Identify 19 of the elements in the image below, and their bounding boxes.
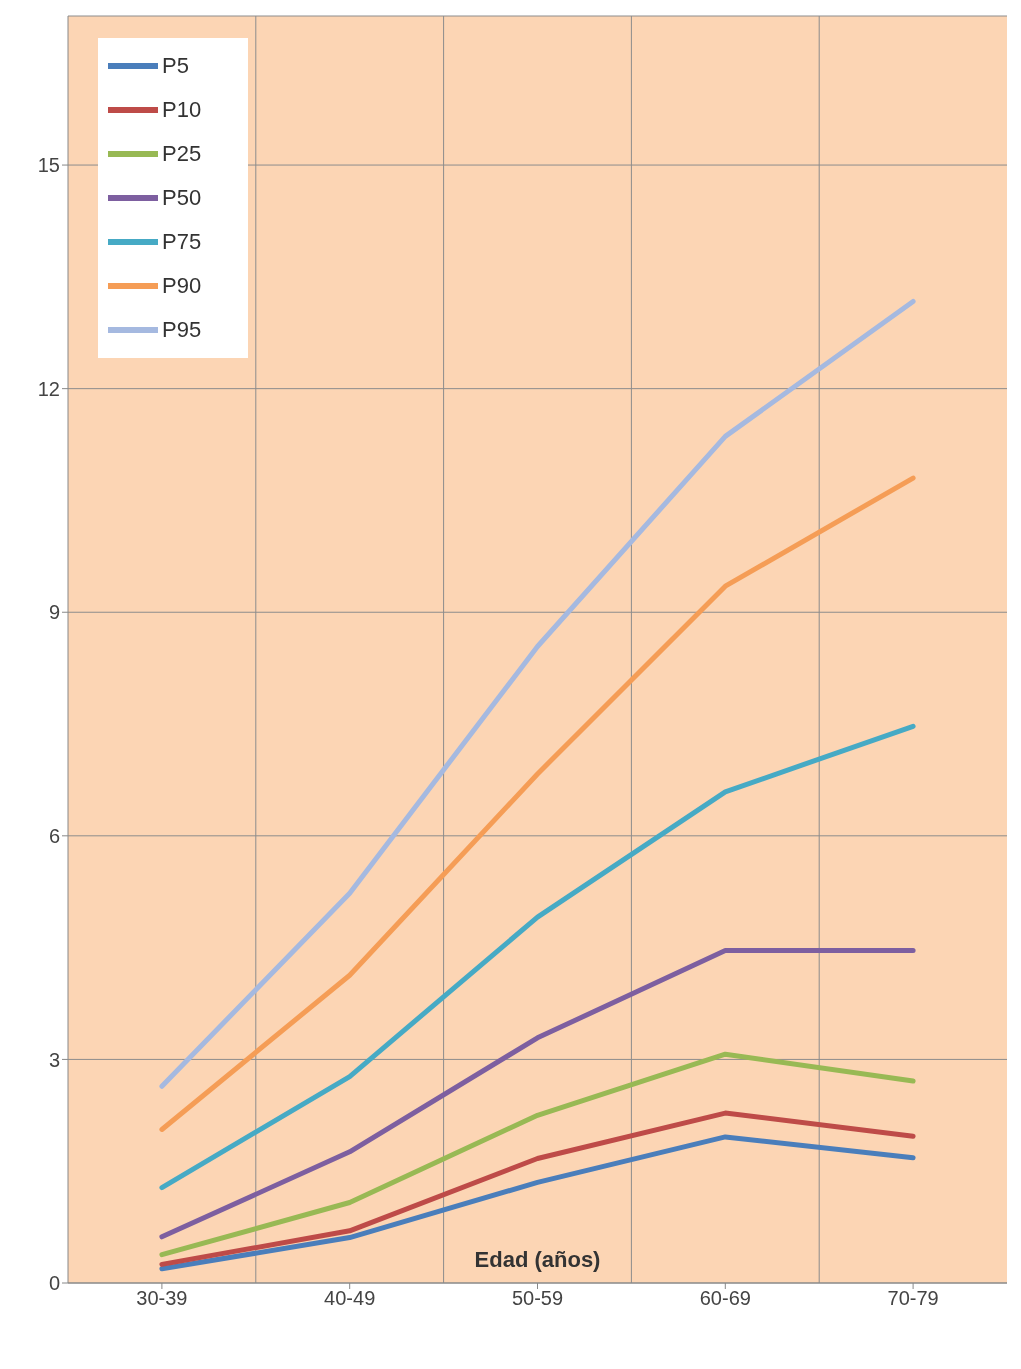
- legend-label: P25: [162, 141, 202, 167]
- legend-label: P5: [162, 53, 189, 79]
- y-tick-label: 6: [48, 824, 60, 847]
- x-tick-label: 30-39: [136, 1287, 188, 1310]
- y-tick-label: 0: [48, 1272, 60, 1295]
- x-tick-label: 70-79: [887, 1287, 939, 1310]
- legend-label: P90: [162, 273, 202, 299]
- x-axis-title: Edad (años): [473, 1247, 602, 1273]
- legend-label: P95: [162, 317, 202, 343]
- y-tick-label: 12: [37, 377, 60, 400]
- y-tick-label: 15: [37, 154, 60, 177]
- legend-label: P50: [162, 185, 202, 211]
- y-tick-label: 9: [48, 601, 60, 624]
- legend-label: P75: [162, 229, 202, 255]
- y-tick-label: 3: [48, 1048, 60, 1071]
- x-tick-label: 40-49: [324, 1287, 376, 1310]
- x-tick-label: 50-59: [511, 1287, 564, 1310]
- legend-label: P10: [162, 97, 202, 123]
- x-tick-label: 60-69: [699, 1287, 751, 1310]
